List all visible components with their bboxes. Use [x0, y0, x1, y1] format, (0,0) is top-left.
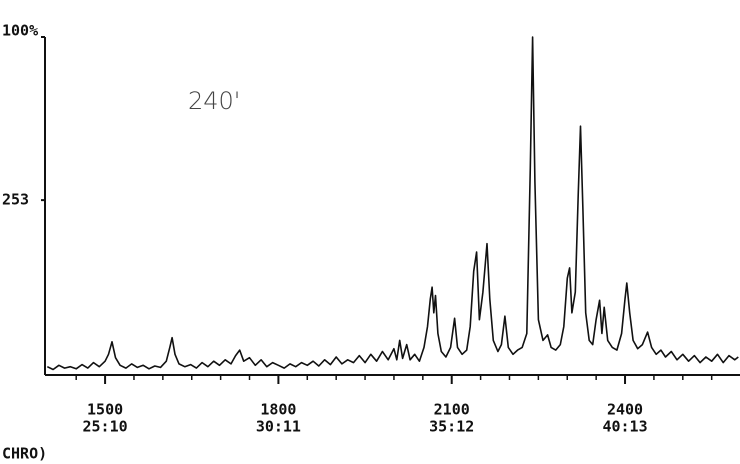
- x-tick-label: 2400: [607, 401, 643, 419]
- x-tick-label: 2100: [434, 401, 470, 419]
- y-tick-label: 100%: [2, 22, 38, 40]
- x-tick-label: 1500: [87, 401, 123, 419]
- y-tick-label: 253: [2, 191, 29, 209]
- x-tick-label: 1800: [260, 401, 296, 419]
- signal-line: [46, 36, 739, 371]
- x-time-label: 35:12: [429, 418, 474, 436]
- x-time-label: 40:13: [602, 418, 647, 436]
- footer: CHRO): [2, 445, 47, 463]
- x-time-label: 30:11: [256, 418, 301, 436]
- annotation: 240': [188, 87, 240, 115]
- x-time-label: 25:10: [83, 418, 128, 436]
